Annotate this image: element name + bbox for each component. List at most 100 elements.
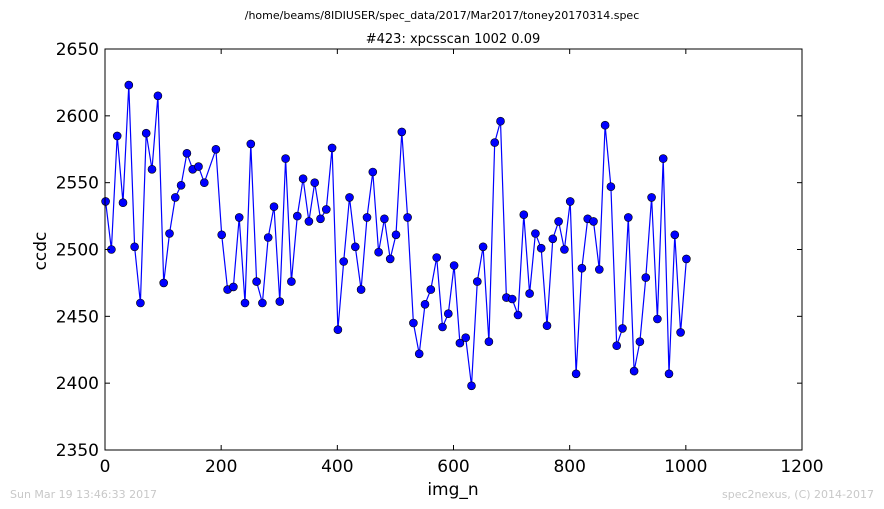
x-tick-label: 1000 [664, 457, 707, 477]
data-point [525, 289, 534, 298]
data-point [426, 285, 436, 294]
data-point [438, 322, 447, 332]
data-point [641, 273, 651, 282]
data-point [490, 138, 500, 147]
data-point [414, 349, 424, 359]
data-point [612, 341, 622, 351]
data-point [565, 197, 575, 206]
data-point [159, 278, 168, 288]
data-point [507, 294, 517, 304]
data-point [211, 145, 221, 154]
data-point [409, 318, 418, 328]
data-point [618, 324, 627, 333]
data-point [234, 213, 244, 222]
data-point [443, 309, 453, 319]
data-point [240, 298, 250, 308]
x-tick-label: 0 [100, 457, 111, 477]
y-tick-label: 2650 [56, 40, 99, 60]
data-point [472, 277, 482, 286]
data-point [258, 298, 267, 308]
data-point [304, 217, 314, 226]
data-point [670, 230, 680, 240]
data-point [217, 230, 226, 240]
data-point [461, 333, 471, 343]
data-point [589, 217, 598, 226]
data-point [380, 214, 389, 224]
data-point [101, 197, 110, 206]
data-point [403, 213, 412, 222]
data-point [252, 277, 261, 286]
data-point [560, 245, 569, 254]
y-tick-label: 2400 [56, 374, 99, 394]
data-point [147, 165, 157, 174]
data-point [136, 298, 145, 308]
data-point [653, 314, 662, 324]
data-point [391, 230, 401, 240]
data-point [397, 127, 407, 137]
data-point [194, 162, 203, 171]
x-axis-label: img_n [427, 480, 478, 500]
data-point [246, 139, 256, 149]
data-point [420, 299, 430, 309]
data-point [171, 193, 180, 202]
data-point [629, 366, 639, 376]
data-point [310, 178, 320, 187]
data-point [467, 381, 476, 391]
data-point [141, 128, 151, 138]
data-point [165, 229, 174, 238]
data-point [536, 243, 546, 253]
data-point [676, 328, 685, 337]
data-point [176, 181, 186, 190]
x-tick-label: 400 [321, 457, 353, 477]
x-tick-label: 600 [437, 457, 469, 477]
data-point [339, 257, 349, 266]
x-tick-label: 800 [553, 457, 585, 477]
data-point [287, 277, 296, 286]
data-point [374, 247, 383, 257]
data-point [153, 91, 163, 101]
data-point [200, 178, 209, 187]
data-point [606, 182, 616, 191]
plot-frame [104, 48, 803, 451]
data-point [269, 202, 279, 211]
data-point [298, 174, 308, 183]
data-point [321, 205, 331, 214]
y-tick-label: 2550 [56, 174, 99, 194]
timestamp-footer: Sun Mar 19 13:46:33 2017 [10, 488, 157, 501]
data-point [229, 282, 238, 292]
data-point [496, 116, 505, 126]
data-point [112, 131, 122, 141]
data-point [519, 210, 529, 219]
y-tick-label: 2350 [56, 441, 99, 461]
data-point [548, 234, 558, 244]
axis-ticks: 0 200 400 600 800 1000 1200 2350 2400 2450 2500 255… [56, 40, 824, 477]
data-point [658, 154, 668, 163]
file-path-title: /home/beams/8IDIUSER/spec_data/2017/Mar2… [245, 9, 640, 22]
data-point [385, 254, 395, 264]
data-point [182, 149, 192, 158]
y-tick-label: 2600 [56, 107, 99, 127]
data-point [356, 285, 366, 294]
data-point [484, 337, 494, 347]
data-point [623, 213, 633, 222]
data-point [368, 167, 378, 177]
data-point [577, 263, 587, 273]
data-point [554, 217, 563, 226]
data-point [327, 143, 337, 153]
data-point [594, 265, 604, 274]
data-point [571, 369, 581, 379]
y-axis-label: ccdc [31, 232, 51, 271]
data-point [130, 242, 139, 252]
x-tick-label: 1200 [780, 457, 823, 477]
data-point [478, 242, 488, 252]
data-point [449, 261, 459, 270]
x-tick-label: 200 [205, 457, 237, 477]
plot-area [105, 49, 802, 450]
data-point [635, 337, 645, 347]
data-point [281, 154, 290, 163]
data-point [542, 321, 552, 331]
data-point [118, 198, 128, 207]
credit-footer: spec2nexus, (C) 2014-2017 [722, 488, 874, 501]
data-point [647, 193, 656, 202]
